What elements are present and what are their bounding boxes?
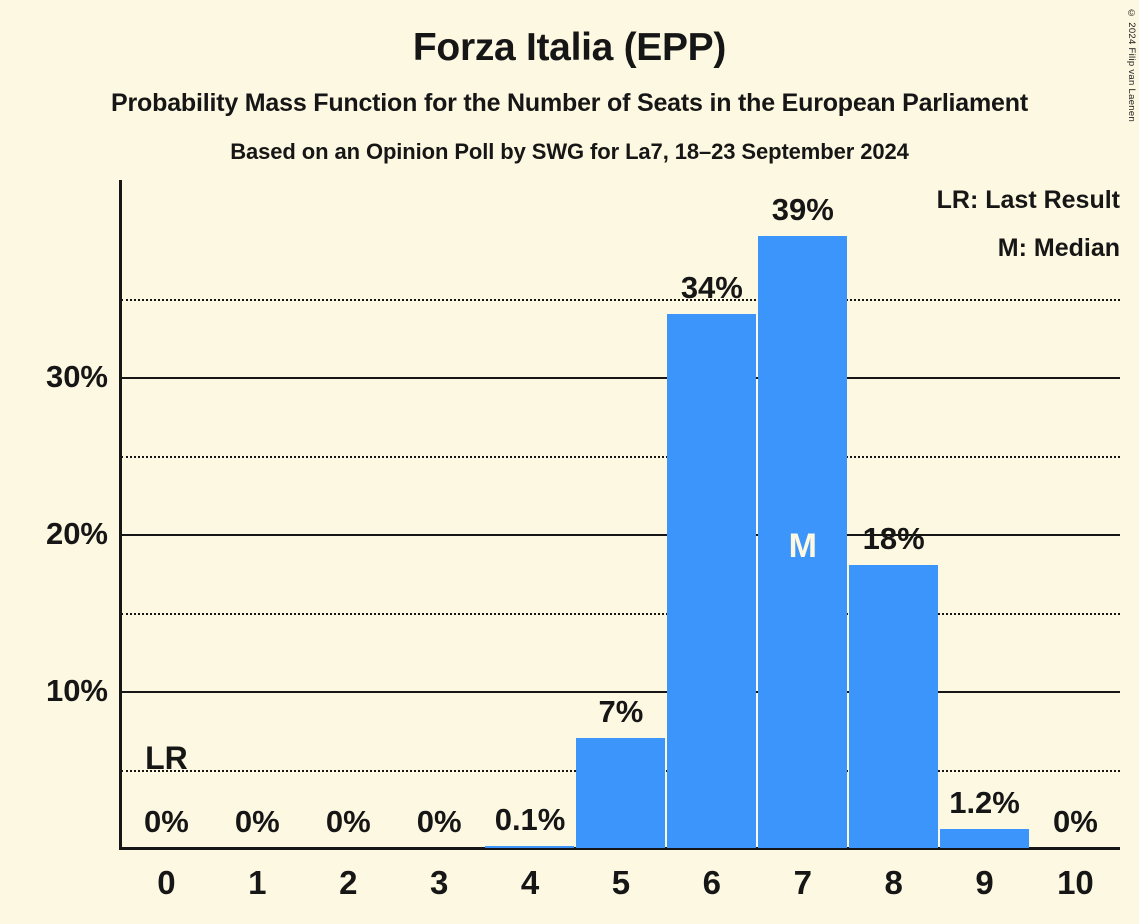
gridline-major-30 (121, 377, 1120, 379)
x-axis-label-1: 1 (248, 864, 267, 901)
bar-value-4: 0.1% (494, 802, 566, 838)
bar-value-10: 0% (1053, 804, 1098, 839)
bar-8 (849, 565, 938, 848)
x-axis-label-2: 2 (339, 864, 358, 901)
x-axis-label-5: 5 (611, 864, 631, 901)
chart-source-note: Based on an Opinion Poll by SWG for La7,… (230, 139, 909, 164)
chart-subtitle: Probability Mass Function for the Number… (111, 89, 1028, 117)
median-marker: M (788, 527, 817, 565)
legend-median: M: Median (997, 234, 1120, 262)
page-title: Forza Italia (EPP) (412, 26, 727, 69)
bar-value-7: 39% (771, 191, 834, 227)
bar-value-5: 7% (598, 694, 644, 730)
x-axis-label-10: 10 (1057, 864, 1094, 901)
bar-6 (667, 314, 756, 848)
gridline-minor-35 (121, 298, 1120, 301)
copyright-notice: © 2024 Filip van Laenen (1126, 8, 1137, 123)
x-axis-label-3: 3 (429, 864, 449, 901)
bar-value-8: 18% (862, 521, 925, 557)
x-axis-label-7: 7 (793, 864, 812, 901)
x-axis-label-8: 8 (884, 864, 903, 901)
gridline-minor-15 (121, 612, 1120, 615)
bar-value-1: 0% (234, 804, 280, 839)
y-axis-label-20: 20% (45, 516, 108, 551)
x-axis-label-9: 9 (975, 864, 994, 901)
legend-last-result: LR: Last Result (936, 186, 1120, 214)
bar-value-0: 0% (144, 804, 189, 839)
bar-value-2: 0% (325, 804, 371, 839)
gridline-minor-25 (121, 455, 1120, 458)
last-result-marker: LR (145, 739, 188, 776)
x-axis-label-6: 6 (702, 864, 722, 901)
y-axis-line (119, 180, 122, 850)
bars-group (485, 235, 1029, 848)
bar-9 (939, 829, 1029, 848)
chart-header: Forza Italia (EPP) Probability Mass Func… (0, 0, 1139, 163)
gridline-major-10 (121, 691, 1120, 693)
gridline-major-20 (121, 534, 1120, 536)
x-axis-label-0: 0 (157, 864, 176, 901)
bar-value-6: 34% (680, 270, 743, 306)
y-axis-label-30: 30% (45, 359, 108, 394)
bar-4 (485, 846, 575, 848)
x-axis-line (119, 847, 1120, 850)
bar-7 (758, 235, 847, 848)
bar-value-3: 0% (416, 804, 462, 839)
bar-value-9: 1.2% (949, 785, 1020, 821)
y-axis-label-10: 10% (45, 673, 108, 708)
x-axis-label-4: 4 (520, 864, 540, 901)
bar-5 (576, 738, 665, 848)
